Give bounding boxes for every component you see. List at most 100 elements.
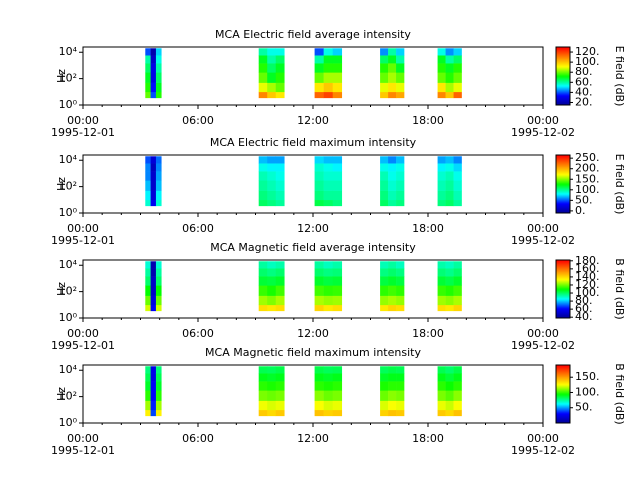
spectrogram-cell <box>437 190 446 201</box>
colorbar-swatch <box>556 50 570 53</box>
spectrogram-cell <box>155 390 162 401</box>
colorbar-swatch <box>556 159 570 162</box>
colorbar-swatch <box>556 302 570 304</box>
colorbar-swatch <box>556 156 570 159</box>
spectrogram-cell <box>445 261 454 269</box>
colorbar-swatch <box>556 79 570 82</box>
y-tick-label: 10⁰ <box>59 98 78 111</box>
panel: MCA Magnetic field average intensity 00:0… <box>51 241 626 352</box>
spectrogram-cell <box>258 276 268 286</box>
spectrogram-cell <box>332 304 343 312</box>
spectrogram-cell <box>437 91 446 99</box>
colorbar-swatch <box>556 196 570 198</box>
colorbar-swatch <box>556 417 570 419</box>
spectrogram-cell <box>267 199 277 207</box>
spectrogram-cell <box>445 390 454 401</box>
colorbar-swatch <box>556 393 570 395</box>
spectrogram-cell <box>396 304 405 312</box>
spectrogram-cell <box>145 285 151 296</box>
spectrogram-cell <box>332 55 343 64</box>
y-tick-label: 10⁴ <box>59 153 78 166</box>
colorbar-tick-label: 250. <box>575 151 600 164</box>
colorbar-swatch <box>556 61 570 63</box>
colorbar-tick-label: 160. <box>575 262 600 275</box>
spectrogram-cell <box>314 55 324 64</box>
spectrogram-cell <box>155 276 162 286</box>
spectrogram-cell <box>258 268 268 277</box>
colorbar-swatch <box>556 155 570 158</box>
colorbar-swatch <box>556 274 570 276</box>
spectrogram-cell <box>453 295 462 306</box>
spectrogram-cell <box>380 409 389 417</box>
colorbar-swatch <box>556 376 570 378</box>
y-tick-label: 10⁴ <box>59 45 78 58</box>
spectrogram-cell <box>332 285 343 296</box>
colorbar-swatch <box>556 398 570 401</box>
colorbar-swatch <box>556 173 570 175</box>
colorbar-swatch <box>556 399 570 402</box>
colorbar-swatch <box>556 365 570 367</box>
spectrogram-cell <box>155 156 162 164</box>
spectrogram-cell <box>332 295 343 306</box>
colorbar-swatch <box>556 418 570 420</box>
spectrogram-cell <box>155 48 162 56</box>
x-tick-label: 12:00 <box>297 432 329 445</box>
colorbar-swatch <box>556 286 570 288</box>
spectrogram-cell <box>323 373 333 382</box>
colorbar-swatch <box>556 95 570 97</box>
spectrogram-cell <box>275 171 285 181</box>
colorbar-swatch <box>556 83 570 86</box>
spectrogram-cell <box>314 400 324 411</box>
colorbar-swatch <box>556 368 570 371</box>
colorbar-swatch <box>556 188 570 191</box>
spectrogram-cell <box>267 373 277 382</box>
colorbar-frame <box>555 364 571 424</box>
spectrogram-cell <box>445 285 454 296</box>
colorbar-frame <box>555 259 571 319</box>
spectrogram-cell <box>445 409 454 417</box>
spectrogram-cell <box>437 63 446 73</box>
colorbar-swatch <box>556 408 570 410</box>
spectrogram-cell <box>314 171 324 181</box>
colorbar-tick-label: 100. <box>575 385 600 398</box>
spectrogram-cell <box>275 285 285 296</box>
colorbar-swatch <box>556 192 570 195</box>
spectrogram-cell <box>258 400 268 411</box>
colorbar-swatch <box>556 57 570 59</box>
panel-title: MCA Magnetic field maximum intensity <box>205 346 421 359</box>
spectrogram-cell <box>145 63 151 73</box>
colorbar-swatch <box>556 293 570 296</box>
spectrogram-cell <box>380 48 389 56</box>
spectrogram-cell <box>396 63 405 73</box>
colorbar-swatch <box>556 169 570 171</box>
colorbar-swatch <box>556 211 570 213</box>
spectrogram-cell <box>388 72 397 83</box>
spectrogram-cell <box>267 381 277 391</box>
colorbar-swatch <box>556 396 570 399</box>
spectrogram-cell <box>396 268 405 277</box>
colorbar-swatch <box>556 94 570 96</box>
colorbar-swatch <box>556 51 570 54</box>
spectrogram-cell <box>332 190 343 201</box>
panel-title: MCA Electric field average intensity <box>215 28 411 41</box>
spectrogram-cell <box>388 268 397 277</box>
spectrogram-cell <box>388 295 397 306</box>
spectrogram-cell <box>396 48 405 56</box>
spectrogram-cell <box>380 55 389 64</box>
spectrogram-cell <box>396 190 405 201</box>
spectrogram-cell <box>267 63 277 73</box>
spectrogram-cell <box>445 199 454 207</box>
colorbar-swatch <box>556 297 570 300</box>
colorbar-swatch <box>556 277 570 279</box>
spectrogram-cell <box>150 163 157 172</box>
spectrogram-cell <box>258 82 268 93</box>
spectrogram-cell <box>323 304 333 312</box>
spectrogram-cell <box>453 163 462 172</box>
colorbar-swatch <box>556 370 570 373</box>
spectrogram-cell <box>314 409 324 417</box>
spectrogram-cell <box>150 261 157 269</box>
spectrogram-cell <box>150 63 157 73</box>
spectrogram-cell <box>258 381 268 391</box>
colorbar-swatch <box>556 387 570 389</box>
spectrogram-cell <box>380 156 389 164</box>
